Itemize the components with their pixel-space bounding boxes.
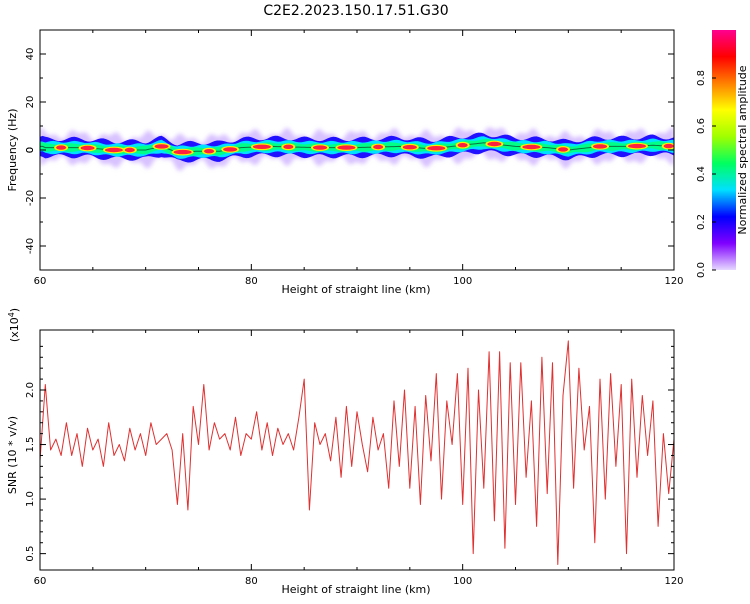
spectrum-hotspot-core (337, 145, 356, 150)
colorbar-label: Normalized spectral amplitude (736, 65, 749, 234)
snr-xtick-label: 60 (34, 576, 47, 587)
snr-xtick-label: 100 (453, 576, 472, 587)
spectrogram-ytick-label: 0 (25, 147, 36, 153)
spectrogram-xtick-label: 100 (453, 276, 472, 287)
spectrum-hotspot-core (80, 145, 95, 151)
snr-ytick-label: 1.5 (25, 437, 36, 453)
snr-multiplier: (x104) (7, 308, 21, 342)
spectrum-hotspot-core (124, 147, 135, 153)
spectrum-hotspot-core (252, 144, 271, 149)
spectrum-hotspot-core (313, 145, 328, 150)
colorbar-tick-label: 0.0 (696, 262, 707, 278)
spectrogram-ytick-label: 0 (25, 147, 36, 153)
spectrogram-xtick-label: 120 (664, 276, 683, 287)
spectrogram-ylabel: Frequency (Hz) (6, 109, 19, 192)
spectrum-hotspot-core (204, 149, 215, 154)
spectrum-hotspot-core (522, 144, 541, 150)
spectrogram-ytick-label: -40 (25, 238, 36, 254)
spectrum-hotspot-core (558, 147, 569, 152)
spectrogram-ytick-label: 20 (25, 96, 36, 109)
snr-xtick-label: 80 (245, 576, 258, 587)
spectrogram-xtick-label: 60 (34, 276, 47, 287)
spectrum-hotspot-core (457, 143, 468, 148)
snr-ytick-label: 2.0 (25, 382, 36, 398)
colorbar-gradient (712, 30, 736, 270)
snr-xtick-label: 120 (664, 576, 683, 587)
snr-panel: 60 80 100 120 0.5 1.0 1.5 2.0 Height of straigh… (6, 308, 684, 596)
spectrum-hotspot-core (104, 147, 123, 153)
spectrum-hotspot-core (56, 145, 67, 150)
colorbar-tick-label: 0.2 (696, 214, 707, 230)
spectrum-hotspot-core (173, 149, 192, 155)
spectrogram-ytick-label: -20 (25, 190, 36, 206)
spectrogram-plot-area (40, 127, 674, 172)
spectrum-hotspot-core (663, 143, 674, 149)
spectrogram-xtick-label: 80 (245, 276, 258, 287)
spectrum-hotspot-core (402, 145, 417, 150)
snr-ytick-label: 1.0 (25, 491, 36, 507)
snr-plot-area (40, 340, 674, 565)
snr-ylabel: SNR (10 * v/v) (6, 416, 19, 494)
spectrogram-ytick-label: 40 (25, 48, 36, 61)
spectrum-hotspot-core (628, 143, 647, 149)
colorbar-tick-label: 0.8 (696, 70, 707, 86)
colorbar-tick-label: 0.6 (696, 118, 707, 134)
colorbar-tick-label: 0.4 (696, 166, 707, 182)
spectrum-hotspot-core (487, 141, 502, 147)
spectrum-hotspot-core (427, 146, 446, 151)
spectrogram-xlabel: Height of straight line (km) (281, 283, 430, 296)
spectrum-hotspot-core (154, 144, 169, 149)
colorbar-ticks: 0.0 0.2 0.4 0.6 0.8 (696, 70, 716, 278)
spectrum-hotspot-core (283, 144, 294, 150)
spectrum-hotspot-core (223, 147, 238, 152)
spectrum-hotspot-core (373, 144, 384, 150)
snr-ytick-label: 0.5 (25, 546, 36, 562)
snr-series-line (40, 340, 674, 565)
colorbar: 0.0 0.2 0.4 0.6 0.8 Normalized spectral ampl… (696, 30, 749, 278)
figure-title: C2E2.2023.150.17.51.G30 (263, 3, 448, 19)
snr-xlabel: Height of straight line (km) (281, 583, 430, 596)
snr-ticks: 60 80 100 120 0.5 1.0 1.5 2.0 (25, 330, 684, 587)
spectrum-hotspot-core (593, 144, 608, 149)
